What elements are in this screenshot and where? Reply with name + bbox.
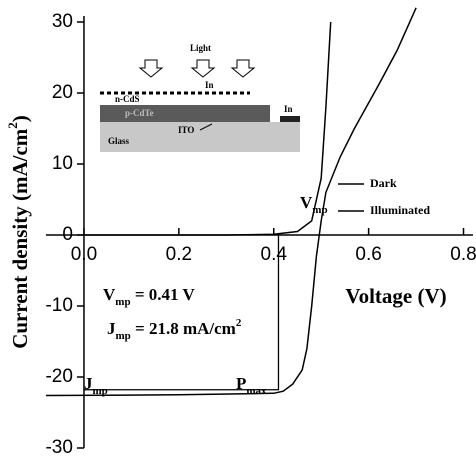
y-tick-label: 0 xyxy=(62,224,73,245)
inset-label: In xyxy=(205,80,214,90)
light-arrow xyxy=(230,59,256,78)
annotation: Vmp = 0.41 V xyxy=(103,285,195,308)
annotation: Jmp xyxy=(84,374,108,397)
y-tick-label: 30 xyxy=(52,11,73,32)
y-tick-label: -10 xyxy=(45,295,72,316)
light-arrow xyxy=(190,59,216,78)
max-power-rect xyxy=(83,235,280,391)
y-axis-title: Current density (mA/cm2) xyxy=(5,115,32,349)
x-axis-title: Voltage (V) xyxy=(345,284,446,308)
ito-pointer xyxy=(199,123,213,131)
glass-layer xyxy=(100,122,300,152)
inset-label: Light xyxy=(190,43,211,53)
x-tick-label: 0.8 xyxy=(450,244,476,265)
y-tick-label: 20 xyxy=(52,82,73,103)
legend-label: Illuminated xyxy=(370,203,430,217)
inset-label: n-CdS xyxy=(115,94,140,104)
legend-label: Dark xyxy=(370,176,397,190)
x-tick-label: 0.4 xyxy=(261,244,288,265)
inset-label: p-CdTe xyxy=(125,108,154,118)
y-tick-label: 10 xyxy=(52,153,73,174)
inset-label: ITO xyxy=(178,125,194,135)
x-tick-label: 0.0 xyxy=(71,244,97,265)
x-tick-label: 0.2 xyxy=(166,244,192,265)
annotation: Jmp = 21.8 mA/cm2 xyxy=(107,317,242,342)
series-line xyxy=(84,21,332,236)
y-tick-label: -20 xyxy=(45,366,72,387)
inset-label: In xyxy=(284,104,293,114)
cdte-layer xyxy=(100,105,270,122)
inset-label: Glass xyxy=(108,136,130,146)
contact xyxy=(280,116,300,122)
y-tick-label: -30 xyxy=(45,437,72,458)
series-line xyxy=(45,7,417,397)
inset: Light In n-CdS p-CdTe In ITO Glass xyxy=(100,43,300,152)
x-tick-label: 0.6 xyxy=(355,244,381,265)
light-arrow xyxy=(138,59,164,78)
